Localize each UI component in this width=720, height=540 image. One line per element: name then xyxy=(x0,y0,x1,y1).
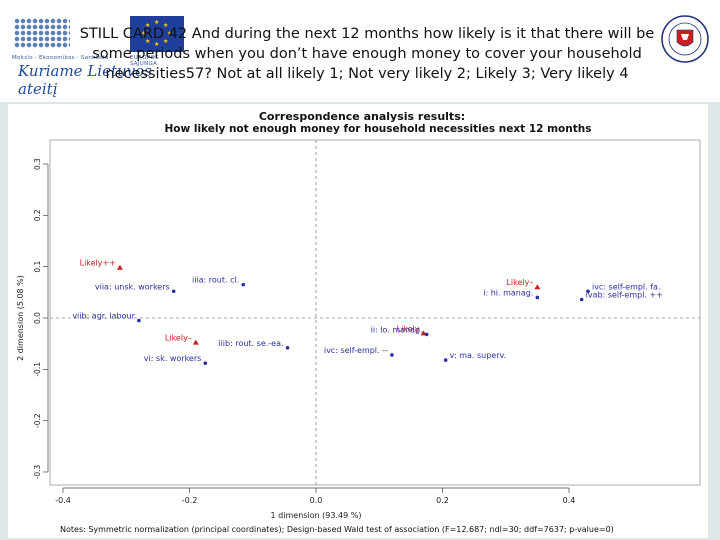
point-label: ivc: self-empl. fa. xyxy=(592,282,661,291)
y-tick-label: 0.2 xyxy=(33,209,42,221)
point-triangle xyxy=(534,284,541,290)
point-dot xyxy=(586,289,590,294)
eu-flag-logo: ★ ★ ★ ★ ★ ★ ★ ★ xyxy=(130,16,184,52)
slide-header: ★ ★ ★ ★ ★ ★ ★ ★ Mokslo · Ekonomikos · Sanklo… xyxy=(0,0,720,100)
point-dot xyxy=(390,353,394,357)
point-dot xyxy=(171,289,176,294)
point-dot xyxy=(443,358,448,362)
point-dot xyxy=(285,345,290,350)
chart-canvas xyxy=(8,104,708,538)
point-label: vi: sk. workers xyxy=(144,354,202,363)
ministry-logo: ★ ★ ★ ★ ★ ★ ★ ★ Mokslo · Ekonomikos · Sanklo… xyxy=(10,14,184,98)
point-label: v: ma. superv. xyxy=(450,351,507,360)
point-triangle xyxy=(116,264,123,270)
point-label: ivc: self-empl. -- xyxy=(324,346,388,355)
point-label: iiib: rout. se.-ea. xyxy=(218,339,283,348)
x-tick-label: -0.4 xyxy=(55,496,71,505)
x-tick-label: 0.4 xyxy=(563,496,576,505)
y-tick-label: 0.0 xyxy=(33,312,42,324)
point-label: iiia: rout. cl. xyxy=(192,276,239,285)
point-label: ii: lo. manag. xyxy=(371,325,423,334)
point-triangle xyxy=(192,339,199,345)
point-dot xyxy=(137,318,141,323)
point-dot xyxy=(535,295,540,300)
y-tick-label: 0.1 xyxy=(33,260,42,272)
plot-frame xyxy=(49,139,701,486)
point-dot xyxy=(203,361,208,365)
point-label: ivab: self-empl. ++ xyxy=(586,291,663,300)
point-label: Likely xyxy=(397,324,420,333)
point-dot xyxy=(424,332,429,337)
x-tick-label: 0.2 xyxy=(436,496,449,505)
x-axis-label: 1 dimension (93.49 %) xyxy=(271,511,362,520)
x-tick-label: 0.0 xyxy=(310,496,323,505)
logo-dot-grid xyxy=(14,18,70,48)
logo-eu-text: EUROPOS SĄJUNGA xyxy=(130,55,159,67)
point-label: i: hi. manag. xyxy=(483,288,533,297)
x-tick-label: -0.2 xyxy=(182,496,198,505)
university-seal-icon xyxy=(661,15,709,63)
point-label: viia: unsk. workers xyxy=(95,282,170,291)
slide-title: STILL CARD 42 And during the next 12 mon… xyxy=(79,26,655,82)
chart-title: Correspondence analysis results: xyxy=(259,110,465,123)
y-tick-label: -0.1 xyxy=(33,362,42,377)
logo-left-script: Kuriame Lietuvos ateitį xyxy=(18,62,152,98)
y-tick-label: 0.3 xyxy=(33,158,42,170)
chart-subtitle: How likely not enough money for househol… xyxy=(164,123,591,135)
point-label: Likely++ xyxy=(80,259,116,268)
y-tick-label: -0.3 xyxy=(33,464,42,479)
point-dot xyxy=(241,282,246,287)
point-dot xyxy=(579,297,584,302)
point-label: Likely– xyxy=(165,334,192,343)
y-axis-label: 2 dimension (5.08 %) xyxy=(16,275,25,361)
point-label: viib: agr. labour xyxy=(72,312,135,321)
logo-left-text: Mokslo · Ekonomikos · Sankloda xyxy=(12,55,109,61)
chart-notes: Notes: Symmetric normalization (principa… xyxy=(60,525,614,534)
y-tick-label: -0.2 xyxy=(33,413,42,428)
point-label: Likely– xyxy=(506,278,533,287)
